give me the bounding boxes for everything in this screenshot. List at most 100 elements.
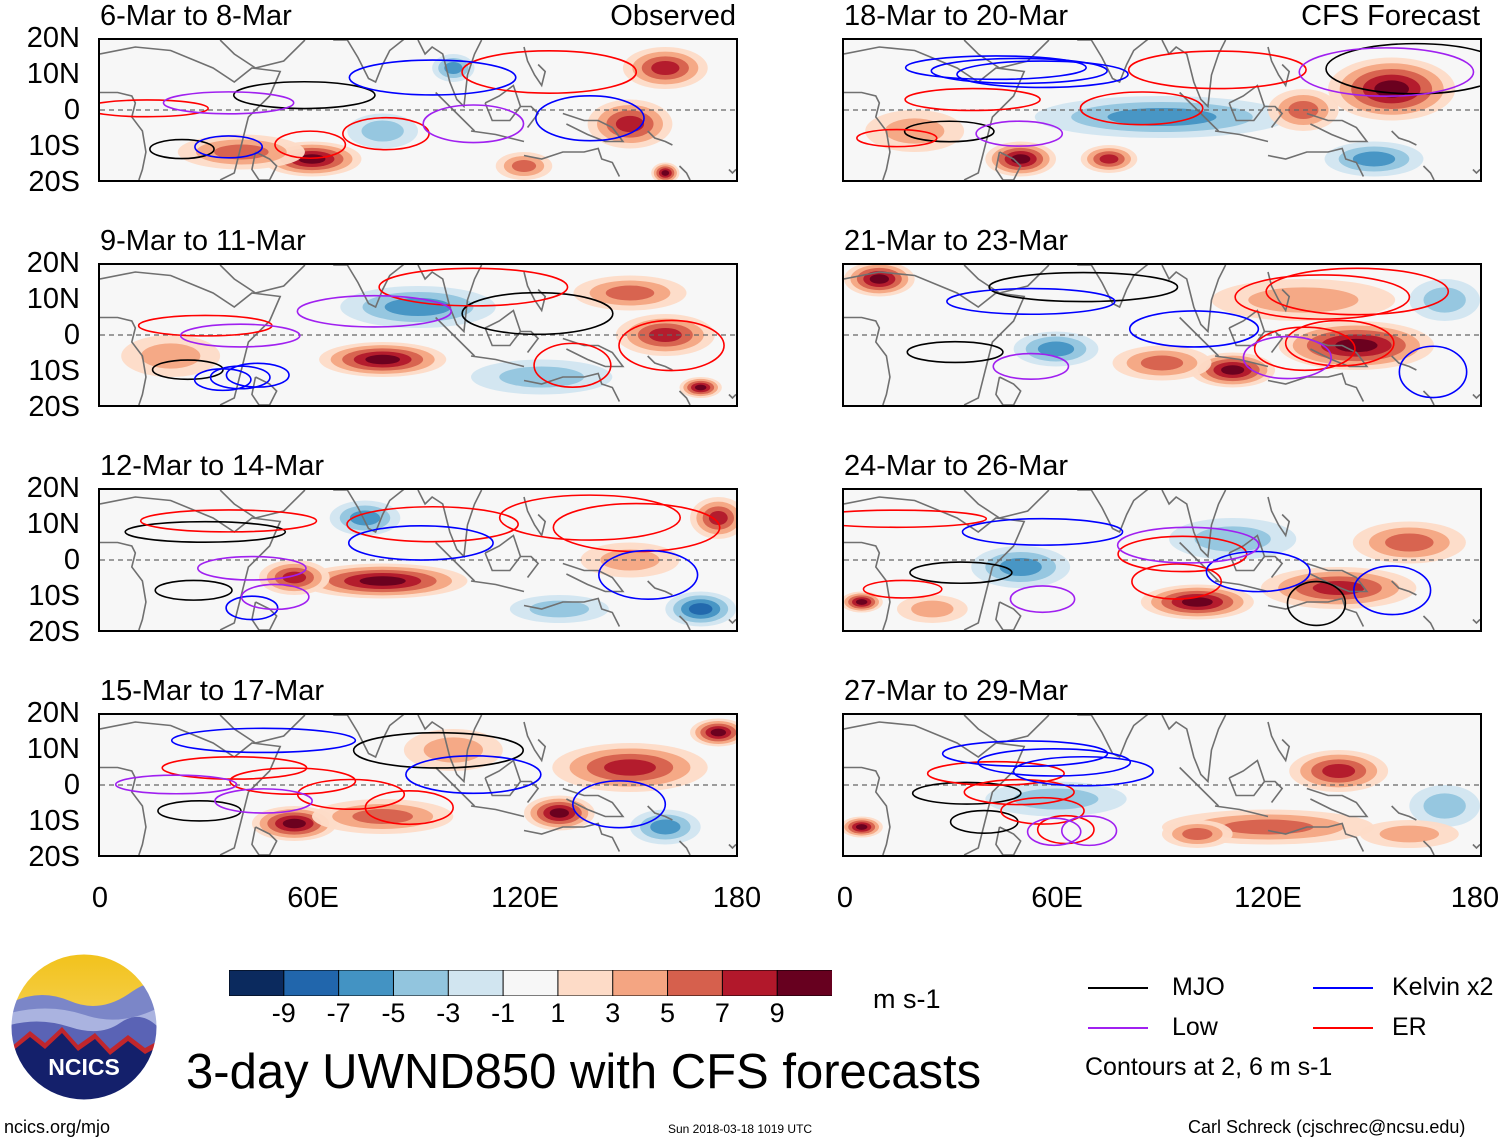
contour-line <box>926 760 1065 786</box>
coastline <box>963 40 1050 69</box>
anomaly-mark <box>1107 108 1217 126</box>
contour-line <box>988 271 1179 303</box>
anomaly-mark <box>604 759 656 776</box>
coastline <box>523 822 621 852</box>
contour-line <box>378 267 569 307</box>
footer-timestamp: Sun 2018-03-18 1019 UTC <box>668 1122 813 1136</box>
anomaly-mark <box>549 808 569 818</box>
contour-line <box>170 727 357 754</box>
colorbar-segment <box>721 969 779 997</box>
legend-label-kelvin: Kelvin x2 <box>1392 973 1494 1001</box>
panel-title: 24-Mar to 26-Mar <box>844 450 1069 482</box>
y-tick-label: 10S <box>28 580 80 612</box>
contour-line <box>124 520 287 543</box>
contour-line <box>1128 310 1260 348</box>
contour-line <box>1000 796 1085 825</box>
contour-line <box>498 494 682 541</box>
anomaly-mark <box>855 599 868 605</box>
contour-line <box>232 80 376 110</box>
anomaly-mark <box>600 549 660 571</box>
coastline <box>1161 265 1227 334</box>
y-tick-label: 0 <box>63 544 80 576</box>
coastline <box>995 376 1022 405</box>
anomaly-mark <box>529 600 590 618</box>
coastline <box>844 46 1026 180</box>
coastline <box>1306 112 1369 143</box>
colorbar-tick-label: 9 <box>769 998 785 1028</box>
panel-source-tag: Observed <box>610 0 736 32</box>
coastline <box>1391 130 1417 146</box>
contour-line <box>1298 47 1475 97</box>
anomaly-mark <box>999 558 1042 576</box>
y-tick-label: 20N <box>26 697 80 729</box>
coastline <box>647 580 673 596</box>
y-tick-label: 20S <box>28 841 80 873</box>
contour-line <box>572 780 667 829</box>
anomaly-mark <box>359 576 406 586</box>
coastline <box>844 316 891 405</box>
contour-line <box>903 120 995 143</box>
anomaly-field <box>844 518 1466 623</box>
colorbar-tick-label: -5 <box>381 998 406 1028</box>
contour-line <box>225 595 279 621</box>
contour-overlays <box>856 42 1480 148</box>
coastlines <box>844 715 1480 855</box>
coastline <box>1161 490 1227 559</box>
colorbar <box>228 969 834 997</box>
coastline <box>728 393 736 400</box>
contour-line <box>1284 319 1395 367</box>
contour-line <box>1253 326 1356 372</box>
coastline <box>470 580 525 593</box>
anomaly-mark <box>661 170 670 176</box>
contour-line <box>1398 345 1468 399</box>
coastline <box>523 372 621 402</box>
contour-line <box>946 287 1116 316</box>
legend-note: Contours at 2, 6 m s-1 <box>1085 1053 1333 1081</box>
coastline <box>219 490 306 519</box>
colorbar-segment <box>392 969 450 997</box>
coastline <box>435 316 476 357</box>
coastline <box>844 271 1026 405</box>
y-tick-label: 20S <box>28 616 80 648</box>
contour-line <box>1026 817 1082 847</box>
contour-line <box>598 549 699 600</box>
contour-line <box>1117 535 1248 573</box>
contour-line <box>1009 585 1076 614</box>
colorbar-tick-label: -3 <box>436 998 461 1028</box>
contour-line <box>1286 580 1347 627</box>
anomaly-mark <box>605 285 655 301</box>
coastline <box>647 130 673 146</box>
colorbar-segment <box>228 969 285 997</box>
contour-line <box>296 294 452 328</box>
anomaly-mark <box>869 274 889 284</box>
coastline <box>562 112 625 143</box>
anomaly-mark <box>911 600 954 618</box>
contour-line <box>422 104 525 144</box>
contour-line <box>1127 50 1307 90</box>
anomaly-mark <box>1182 828 1213 840</box>
contour-line <box>461 291 614 336</box>
contour-overlays <box>124 494 721 621</box>
coastline <box>844 721 1026 855</box>
y-tick-label: 20N <box>26 247 80 279</box>
anomaly-field <box>177 47 708 180</box>
map-panel <box>98 263 738 407</box>
coastline <box>523 271 547 313</box>
contour-overlays <box>100 50 645 160</box>
contour-line <box>535 94 645 142</box>
legend-swatch-kelvin <box>1313 987 1373 989</box>
contour-overlays <box>906 267 1468 399</box>
coastline <box>435 766 476 807</box>
main-title: 3-day UWND850 with CFS forecasts <box>186 1045 982 1099</box>
coastline <box>647 355 673 371</box>
anomaly-mark <box>855 824 868 830</box>
coastline <box>523 721 547 763</box>
anomaly-mark <box>650 819 681 835</box>
colorbar-tick-label: -7 <box>326 998 351 1028</box>
coastline <box>1161 40 1227 109</box>
anomaly-mark <box>349 510 381 526</box>
coastline <box>1472 843 1480 850</box>
coastline <box>1472 618 1480 625</box>
logo-text: NCICS <box>48 1054 120 1080</box>
coastline <box>1214 355 1269 368</box>
